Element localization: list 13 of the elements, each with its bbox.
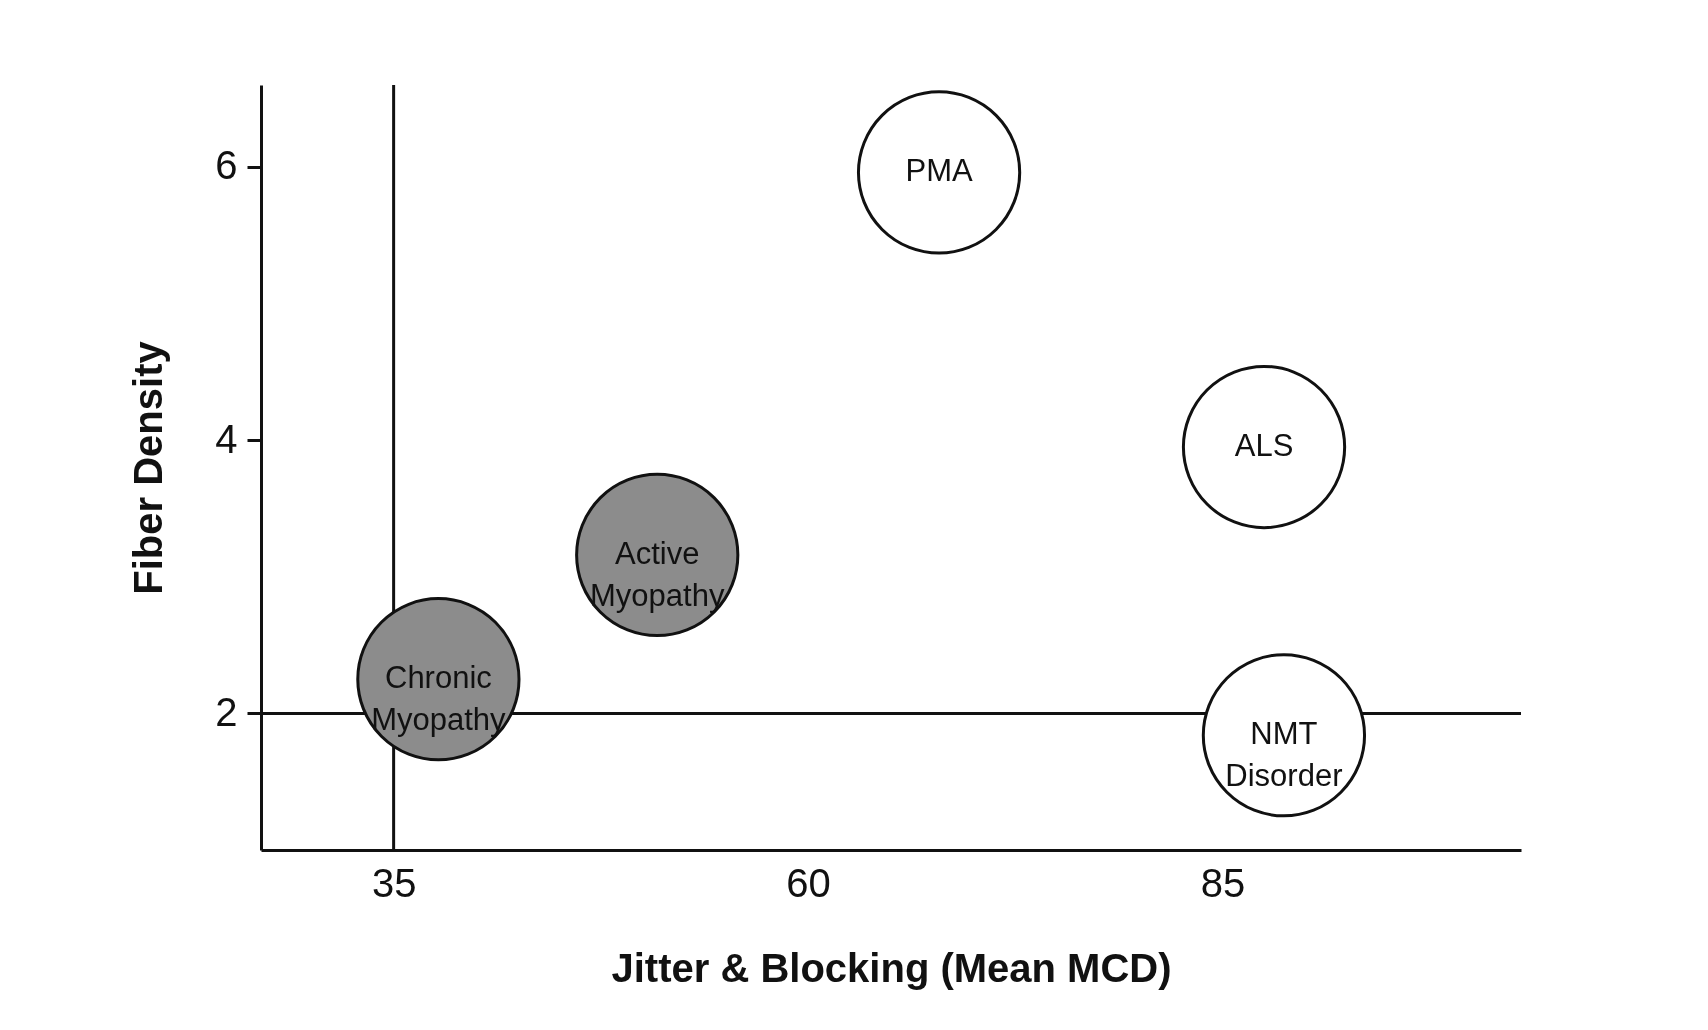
series-label: ALS [1234, 428, 1294, 464]
y-tick-label: 2 [215, 689, 238, 734]
y-tick-label: 4 [215, 416, 238, 461]
x-tick-label: 85 [1200, 860, 1246, 905]
series-label: Active Myopathy [590, 535, 725, 613]
series-label: NMT Disorder [1225, 716, 1343, 794]
x-axis-title: Jitter & Blocking (Mean MCD) [611, 945, 1172, 990]
y-tick-label: 6 [215, 143, 238, 188]
series-label: PMA [905, 153, 973, 189]
x-tick-label: 35 [371, 860, 417, 905]
y-axis-title: Fiber Density [126, 340, 171, 595]
x-tick-label: 60 [786, 860, 831, 905]
series-label: Chronic Myopathy [371, 660, 507, 738]
